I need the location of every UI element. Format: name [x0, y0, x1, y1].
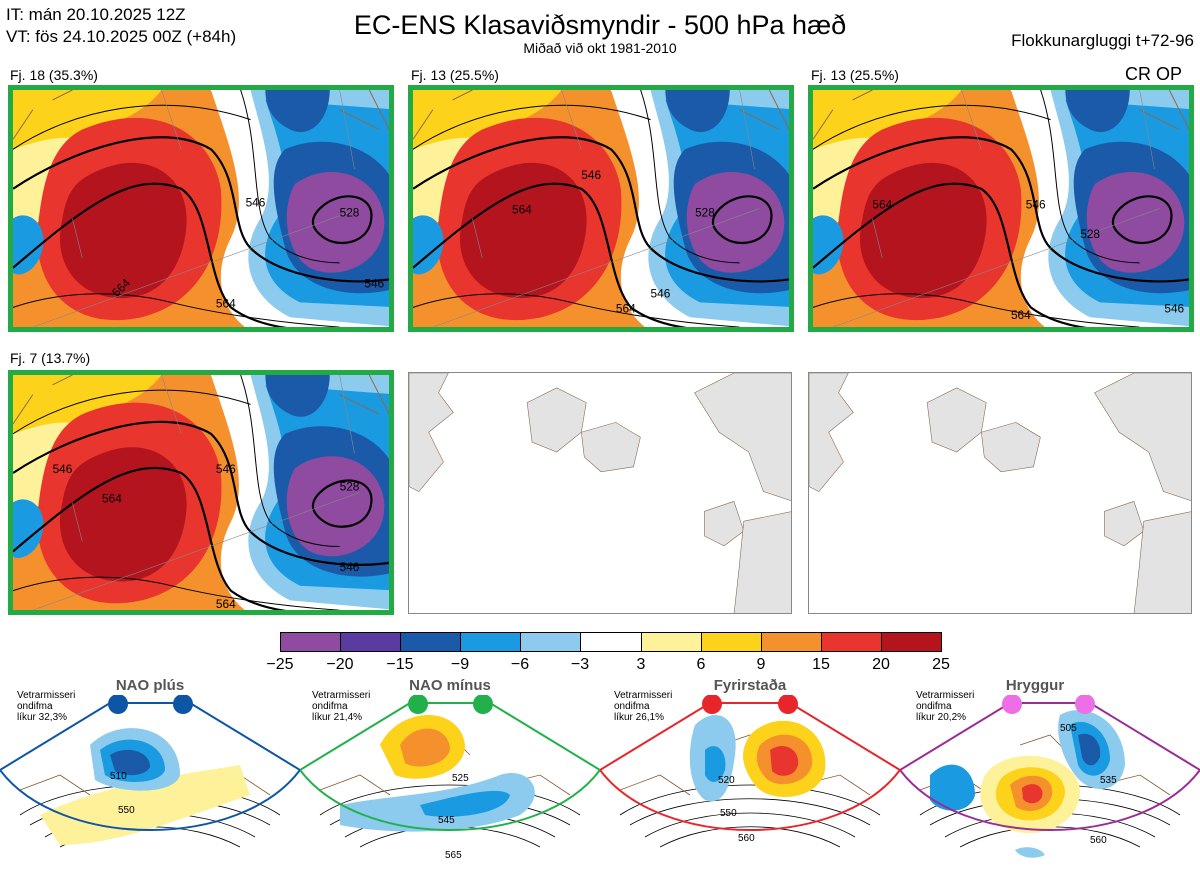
contour-label: 546	[581, 168, 601, 182]
regime-4-svg: 505 535 560	[900, 695, 1200, 858]
colorbar-swatch	[821, 633, 882, 651]
contour-label: 546	[53, 462, 73, 476]
regime-1-title: NAO plús	[115, 677, 185, 694]
cluster-map-panel-3[interactable]: 564 546 528 546 564	[808, 85, 1194, 332]
regime-1-map: 510 550	[0, 695, 300, 870]
regime-3-svg: 520 550 560	[600, 695, 900, 852]
regime-3-label: 550	[720, 808, 737, 819]
regime-2-title: NAO mínus	[409, 677, 491, 694]
colorbar-tick: −9	[450, 656, 470, 673]
colorbar-swatch	[641, 633, 702, 651]
regime-4-map: 505 535 560	[900, 695, 1200, 870]
panel-2-label: Fj. 13 (25.5%)	[411, 67, 499, 83]
regime-1-label: 550	[118, 805, 135, 816]
cluster-map-panel-4[interactable]: 546 564 546 528 546 564	[8, 370, 394, 615]
colorbar-tick: 15	[812, 656, 830, 673]
contour-label: 564	[616, 301, 636, 315]
cluster-map-2: 564 546 528 546 564	[413, 90, 789, 327]
colorbar-swatch	[881, 633, 942, 651]
colorbar-tick: 9	[756, 656, 766, 673]
contour-label: 546	[651, 286, 671, 300]
colorbar-tick: −20	[326, 656, 354, 673]
colorbar-tick: −25	[266, 656, 294, 673]
colorbar-tick: 3	[636, 656, 646, 673]
colorbar-tick: 20	[872, 656, 890, 673]
empty-map-5	[409, 373, 791, 613]
issue-time: IT: mán 20.10.2025 12Z	[6, 5, 186, 24]
regime-2-svg: 525 545 565	[300, 695, 600, 861]
regime-4-title: Hryggur	[1005, 677, 1065, 694]
valid-time: VT: fös 24.10.2025 00Z (+84h)	[6, 27, 237, 46]
empty-map-panel-5	[408, 372, 792, 614]
regime-3-label: 520	[718, 775, 735, 786]
page-subtitle: Miðað við okt 1981-2010	[523, 40, 677, 56]
cluster-map-panel-2[interactable]: 564 546 528 546 564	[408, 85, 794, 332]
contour-label: 564	[216, 597, 236, 611]
panel-4-label: Fj. 7 (13.7%)	[10, 350, 91, 366]
colorbar-swatch	[461, 633, 522, 651]
colorbar	[280, 632, 942, 652]
colorbar-swatch	[281, 633, 342, 651]
contour-label: 528	[1080, 227, 1100, 241]
contour-label: 546	[216, 462, 236, 476]
contour-label: 546	[364, 277, 384, 291]
regime-3-title: Fyrirstaða	[713, 677, 787, 694]
colorbar-tick: −6	[510, 656, 530, 673]
panel-1-label: Fj. 18 (35.3%)	[10, 67, 98, 83]
contour-label: 564	[872, 198, 892, 212]
colorbar-tick: −3	[570, 656, 590, 673]
contour-label: 546	[340, 560, 360, 574]
colorbar-swatch	[401, 633, 462, 651]
empty-map-6	[809, 373, 1191, 613]
regime-4-label: 535	[1100, 775, 1117, 786]
cluster-map-4: 546 564 546 528 546 564	[13, 375, 389, 611]
regime-2-label: 565	[445, 850, 462, 861]
cluster-map-panel-1[interactable]: 564 546 528 546 564	[8, 85, 394, 332]
regime-1-note: Vetrarmisseri ondifma líkur 32,3%	[17, 690, 76, 723]
regime-2-map: 525 545 565	[300, 695, 600, 870]
empty-map-panel-6	[808, 372, 1192, 614]
cluster-map-3: 564 546 528 546 564	[813, 90, 1189, 327]
contour-label: 564	[216, 296, 236, 310]
colorbar-swatch	[521, 633, 582, 651]
header-info: IT: mán 20.10.2025 12Z VT: fös 24.10.202…	[6, 4, 236, 48]
colorbar-tick: −15	[386, 656, 414, 673]
contour-label: 564	[512, 203, 532, 217]
regime-3-map: 520 550 560	[600, 695, 900, 870]
colorbar-swatch	[761, 633, 822, 651]
regime-3-label: 560	[738, 833, 755, 844]
cluster-map-1: 564 546 528 546 564	[13, 90, 389, 327]
panel-3-label: Fj. 13 (25.5%)	[811, 67, 899, 83]
regime-2-label: 525	[452, 773, 469, 784]
colorbar-tick: 25	[932, 656, 950, 673]
contour-label: 564	[102, 491, 122, 505]
regime-4-label: 560	[1090, 835, 1107, 846]
regime-1-label: 510	[110, 771, 127, 782]
contour-label: 546	[1026, 198, 1046, 212]
colorbar-swatch	[701, 633, 762, 651]
classification-window: Flokkunargluggi t+72-96	[1011, 31, 1194, 50]
contour-label: 528	[695, 205, 715, 219]
regime-4-note: Vetrarmisseri ondifma líkur 20,2%	[916, 690, 975, 723]
contour-label: 528	[340, 480, 360, 494]
cr-op-label: CR OP	[1125, 64, 1183, 84]
contour-label: 546	[1164, 301, 1184, 315]
contour-label: 528	[340, 205, 360, 219]
contour-label: 546	[246, 196, 266, 210]
contour-label: 564	[1011, 308, 1031, 322]
regime-4-label: 505	[1060, 723, 1077, 734]
page-title: EC-ENS Klasaviðsmyndir - 500 hPa hæð	[353, 10, 847, 40]
colorbar-swatch	[581, 633, 642, 651]
regime-1-svg: 510 550	[0, 695, 300, 852]
regime-2-note: Vetrarmisseri ondifma líkur 21,4%	[312, 690, 371, 723]
colorbar-swatch	[341, 633, 402, 651]
regime-2-label: 545	[438, 815, 455, 826]
regime-3-note: Vetrarmisseri ondifma líkur 26,1%	[614, 690, 673, 723]
colorbar-tick: 6	[696, 656, 706, 673]
